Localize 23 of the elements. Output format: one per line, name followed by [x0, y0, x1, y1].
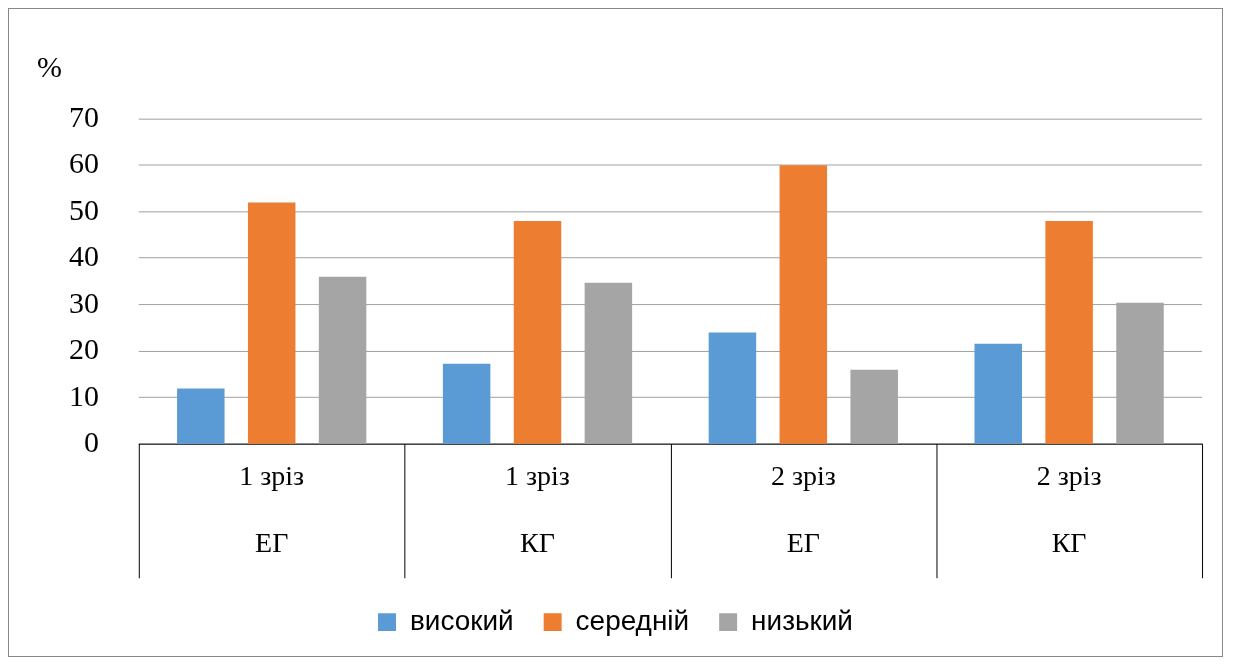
y-axis-title: %: [36, 49, 62, 83]
y-tick-label: 70: [68, 99, 99, 133]
category-label: 2 зріз КГ: [1036, 460, 1102, 559]
bar: [1045, 220, 1093, 444]
bar: [177, 388, 225, 444]
y-tick-label: 10: [68, 378, 99, 412]
bar: [513, 220, 562, 444]
legend-label: низький: [751, 604, 853, 636]
y-tick-label: 0: [83, 425, 99, 459]
bar: [974, 343, 1022, 444]
legend-label: високий: [409, 604, 514, 636]
bar: [708, 332, 757, 444]
y-tick-label: 60: [68, 146, 99, 180]
category-label: 1 зріз ЕГ: [239, 460, 305, 559]
bar: [779, 165, 828, 444]
bar: [442, 363, 491, 444]
y-tick-label: 40: [68, 239, 99, 273]
legend-label: середній: [575, 604, 690, 636]
y-tick-label: 30: [68, 285, 99, 319]
bar: [247, 202, 296, 444]
y-tick-label: 20: [68, 332, 99, 366]
y-tick-label: 50: [68, 192, 99, 226]
category-label: 1 зріз КГ: [505, 460, 570, 559]
